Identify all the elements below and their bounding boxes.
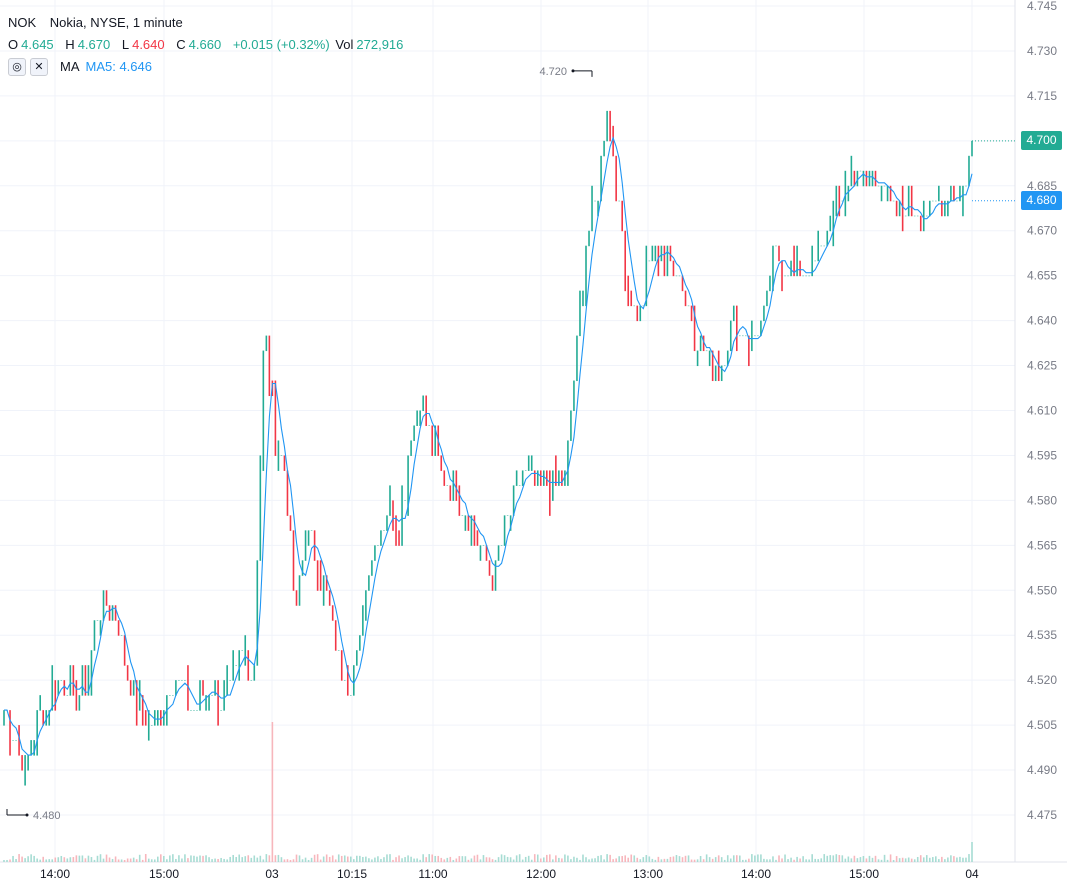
open-label: O xyxy=(8,37,19,52)
x-tick-label: 13:00 xyxy=(633,867,663,881)
y-tick-label: 4.520 xyxy=(1027,673,1057,687)
high-value: 4.670 xyxy=(77,37,111,52)
session-low-label: 4.480 xyxy=(33,810,61,822)
y-tick-label: 4.745 xyxy=(1027,0,1057,13)
x-tick-label: 03 xyxy=(265,867,279,881)
y-tick-label: 4.490 xyxy=(1027,763,1057,777)
indicator-name[interactable]: MA xyxy=(60,59,80,74)
high-label: H xyxy=(65,37,75,52)
ma-price-tag: 4.680 xyxy=(1021,191,1062,211)
x-tick-label: 12:00 xyxy=(526,867,556,881)
symbol-name[interactable]: NOK xyxy=(8,15,37,30)
x-tick-label: 10:15 xyxy=(337,867,367,881)
indicator-row: ◎ ✕ MA MA5: 4.646 xyxy=(8,56,411,78)
chart-legend: NOK Nokia, NYSE, 1 minute O 4.645 H 4.670 … xyxy=(8,12,411,78)
x-axis: 14:00 15:00 03 10:15 11:00 12:00 13:00 14:00 15:… xyxy=(40,867,979,881)
volume-value: 272,916 xyxy=(356,37,404,52)
last-price-tag: 4.700 xyxy=(1021,131,1062,151)
y-tick-label: 4.640 xyxy=(1027,314,1057,328)
legend-ohlc-row: O 4.645 H 4.670 L 4.640 C 4.660 +0.015 (+0.3… xyxy=(8,34,411,56)
change-value: +0.015 (+0.32%) xyxy=(232,37,330,52)
y-tick-label: 4.715 xyxy=(1027,89,1057,103)
session-high-label: 4.720 xyxy=(539,66,567,78)
close-label: C xyxy=(176,37,186,52)
eye-icon[interactable]: ◎ xyxy=(8,58,26,76)
y-tick-label: 4.655 xyxy=(1027,269,1057,283)
low-label: L xyxy=(121,37,130,52)
y-tick-label: 4.535 xyxy=(1027,628,1057,642)
y-tick-label: 4.625 xyxy=(1027,359,1057,373)
open-value: 4.645 xyxy=(21,37,54,52)
y-tick-label: 4.580 xyxy=(1027,493,1057,507)
legend-title-row: NOK Nokia, NYSE, 1 minute xyxy=(8,12,411,34)
symbol-description: Nokia, NYSE, 1 minute xyxy=(49,15,183,30)
y-tick-label: 4.565 xyxy=(1027,538,1057,552)
y-tick-label: 4.670 xyxy=(1027,224,1057,238)
close-icon[interactable]: ✕ xyxy=(30,58,48,76)
y-tick-label: 4.550 xyxy=(1027,583,1057,597)
x-tick-label: 04 xyxy=(965,867,979,881)
low-value: 4.640 xyxy=(132,37,165,52)
volume-label: Vol xyxy=(335,37,354,52)
x-tick-label: 14:00 xyxy=(741,867,771,881)
volume-bars xyxy=(3,722,973,862)
y-tick-label: 4.475 xyxy=(1027,808,1057,822)
x-tick-label: 11:00 xyxy=(418,867,447,881)
y-tick-label: 4.610 xyxy=(1027,404,1057,418)
y-tick-label: 4.505 xyxy=(1027,718,1057,732)
y-tick-label: 4.730 xyxy=(1027,44,1057,58)
x-tick-label: 14:00 xyxy=(40,867,70,881)
x-tick-label: 15:00 xyxy=(149,867,179,881)
y-tick-label: 4.685 xyxy=(1027,179,1057,193)
close-value: 4.660 xyxy=(188,37,222,52)
x-tick-label: 15:00 xyxy=(849,867,879,881)
ma5-line xyxy=(4,136,973,756)
annotations: 4.720 4.480 xyxy=(6,66,593,822)
y-tick-label: 4.595 xyxy=(1027,448,1057,462)
indicator-value: MA5: 4.646 xyxy=(85,59,153,74)
